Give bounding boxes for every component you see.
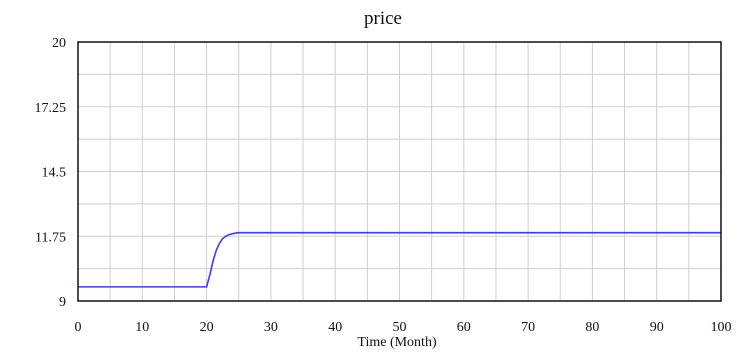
x-tick-label: 40 bbox=[328, 320, 342, 335]
y-tick-labels: 9 11.75 14.5 17.25 20 bbox=[35, 36, 67, 310]
x-tick-label: 0 bbox=[75, 320, 82, 335]
x-tick-label: 70 bbox=[521, 320, 535, 335]
y-tick-label: 14.5 bbox=[42, 166, 67, 181]
plot-frame bbox=[77, 41, 722, 302]
chart-title: price bbox=[364, 8, 402, 29]
y-tick-label: 11.75 bbox=[35, 230, 66, 245]
grid-lines bbox=[78, 42, 721, 301]
x-tick-label: 50 bbox=[393, 320, 407, 335]
series-line-price bbox=[78, 231, 721, 288]
x-tick-label: 10 bbox=[135, 320, 149, 335]
y-tick-label: 9 bbox=[59, 295, 66, 310]
x-tick-label: 60 bbox=[457, 320, 471, 335]
x-axis-title: Time (Month) bbox=[357, 335, 437, 350]
x-tick-label: 20 bbox=[200, 320, 214, 335]
x-tick-label: 30 bbox=[264, 320, 278, 335]
x-tick-label: 100 bbox=[711, 320, 732, 335]
y-tick-label: 17.25 bbox=[35, 101, 67, 116]
x-tick-labels: 0 10 20 30 40 50 60 70 80 90 100 bbox=[75, 320, 732, 335]
x-tick-label: 80 bbox=[585, 320, 599, 335]
y-tick-label: 20 bbox=[52, 36, 66, 51]
x-tick-label: 90 bbox=[650, 320, 664, 335]
data-series bbox=[78, 231, 721, 288]
